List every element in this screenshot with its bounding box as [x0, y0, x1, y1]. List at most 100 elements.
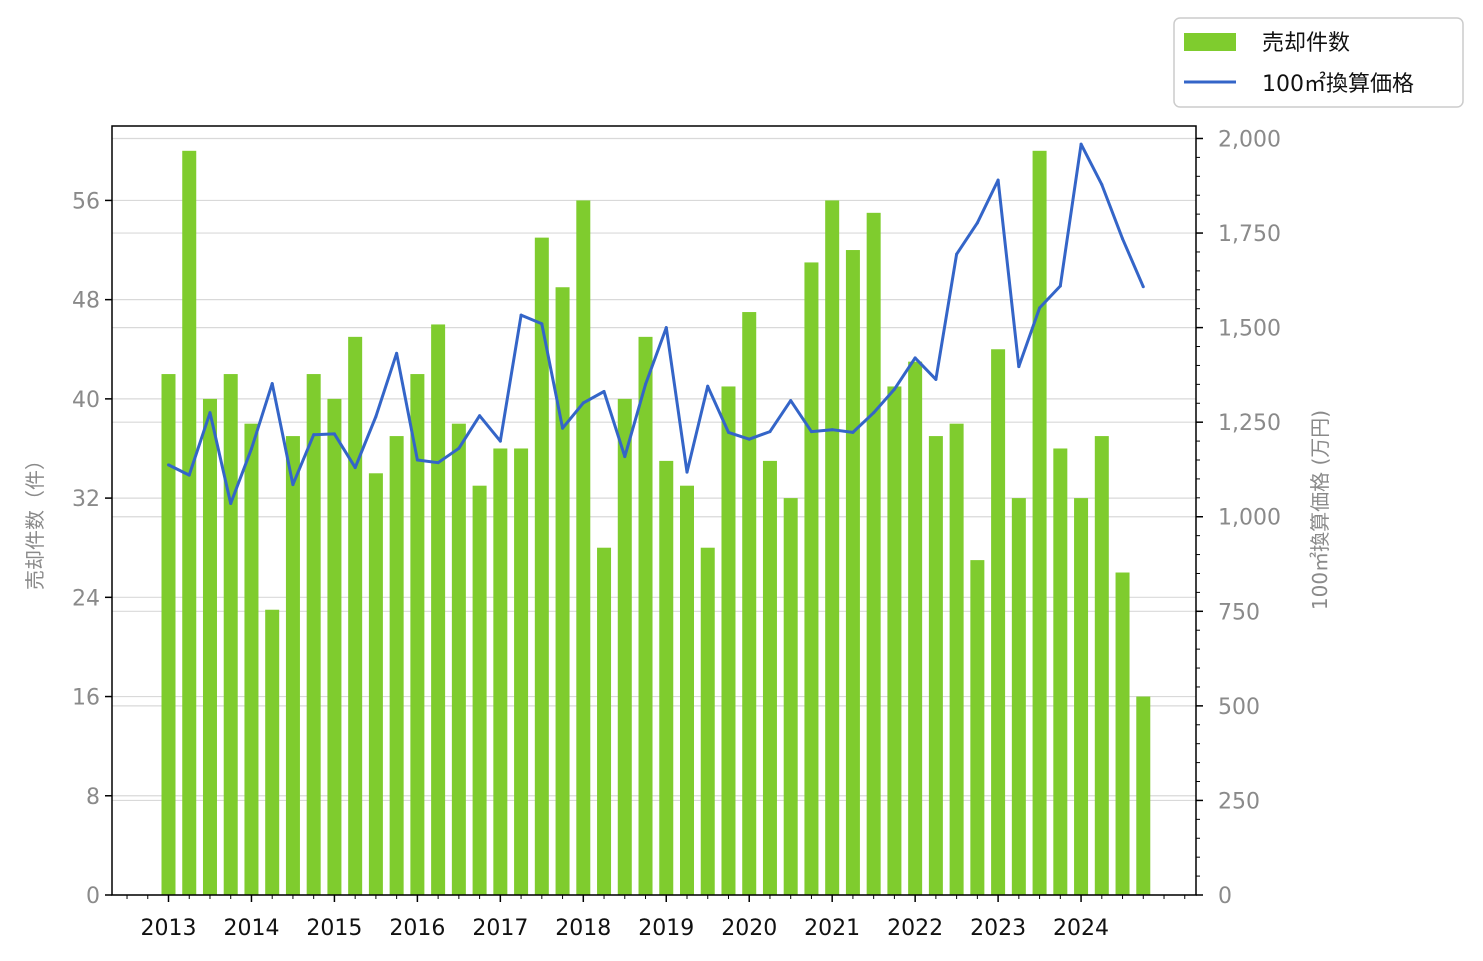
- line-point: [644, 382, 648, 386]
- bar: [597, 547, 612, 895]
- bar: [970, 560, 985, 895]
- line-point: [540, 322, 544, 326]
- bar: [431, 324, 446, 895]
- line-point: [581, 401, 585, 405]
- bar: [804, 262, 819, 895]
- bar: [680, 485, 694, 895]
- left-tick-label: 0: [86, 884, 100, 909]
- x-tick-label: 2017: [472, 916, 528, 941]
- bar: [451, 423, 466, 895]
- line-point: [187, 473, 191, 477]
- bar: [638, 336, 653, 895]
- right-tick-label: 1,000: [1218, 506, 1281, 531]
- x-tick-label: 2014: [223, 916, 279, 941]
- x-tick-label: 2020: [721, 916, 777, 941]
- line-point: [789, 399, 793, 403]
- bar: [348, 336, 363, 895]
- line-point: [270, 382, 274, 386]
- line-point: [1100, 183, 1104, 187]
- line-point: [332, 432, 336, 436]
- bar: [244, 423, 259, 895]
- bar: [700, 547, 715, 895]
- bar: [1115, 572, 1130, 895]
- line-point: [478, 414, 482, 418]
- line-point: [519, 313, 523, 317]
- bar: [410, 374, 425, 895]
- bar: [762, 460, 777, 895]
- right-axis-label: 100㎡換算価格 (万円): [1308, 410, 1332, 610]
- bar: [1032, 150, 1047, 895]
- line-point: [249, 447, 253, 451]
- legend-swatch-bar: [1184, 33, 1236, 51]
- line-point: [374, 415, 378, 419]
- bar: [202, 398, 217, 895]
- line-point: [436, 461, 440, 465]
- line-point: [996, 178, 1000, 182]
- line-point: [457, 446, 461, 450]
- line-point: [809, 430, 813, 434]
- bar: [1053, 448, 1068, 895]
- bar: [721, 386, 736, 895]
- line-point: [623, 455, 627, 459]
- line-point: [312, 433, 316, 437]
- right-tick-label: 500: [1218, 695, 1260, 720]
- left-tick-label: 24: [72, 586, 100, 611]
- line-point: [892, 387, 896, 391]
- line-point: [747, 437, 751, 441]
- bar: [327, 398, 342, 895]
- right-tick-label: 0: [1218, 884, 1232, 909]
- bar: [285, 436, 300, 895]
- x-tick-label: 2023: [970, 916, 1026, 941]
- price-line: [167, 142, 1145, 505]
- bar: [306, 374, 321, 895]
- line-point: [706, 384, 710, 388]
- line-point: [934, 377, 938, 381]
- right-tick-label: 750: [1218, 600, 1260, 625]
- line-point: [1079, 142, 1083, 146]
- right-tick-label: 1,250: [1218, 411, 1281, 436]
- x-tick-label: 2022: [887, 916, 943, 941]
- bar: [1094, 436, 1109, 895]
- x-tick-label: 2024: [1053, 916, 1109, 941]
- bar: [742, 312, 757, 895]
- bar: [845, 250, 860, 896]
- left-tick-label: 16: [72, 686, 100, 711]
- left-tick-label: 32: [72, 487, 100, 512]
- line-point: [167, 463, 170, 467]
- legend: 売却件数 100㎡換算価格: [1173, 17, 1464, 108]
- line-point: [726, 430, 730, 434]
- bar: [783, 498, 798, 895]
- bar: [908, 361, 923, 896]
- x-tick-label: 2016: [389, 916, 445, 941]
- right-tick-label: 1,750: [1218, 222, 1281, 247]
- line-point: [602, 390, 606, 394]
- bar: [493, 448, 508, 895]
- bar: [659, 460, 674, 895]
- bar: [991, 349, 1006, 895]
- left-tick-label: 40: [72, 388, 100, 413]
- x-tick-label: 2015: [306, 916, 362, 941]
- bar: [555, 287, 570, 895]
- line-point: [872, 411, 876, 415]
- left-tick-label: 56: [72, 189, 100, 214]
- bar: [1011, 498, 1026, 895]
- bar: [368, 473, 383, 895]
- bar: [866, 212, 881, 896]
- bar: [514, 448, 529, 895]
- x-tick-label: 2021: [804, 916, 860, 941]
- bar: [1136, 696, 1151, 895]
- line-point: [1017, 365, 1021, 369]
- bar: [161, 374, 176, 895]
- bar: [1074, 498, 1089, 895]
- bar: [223, 374, 238, 895]
- legend-box: [1173, 17, 1464, 108]
- bar: [389, 436, 404, 895]
- bar: [617, 398, 632, 895]
- axes: 0 8 16 24 32 40 48 56 0 250 500 750 1,000 1,250 1,500 1…: [72, 127, 1281, 941]
- x-tick-label: 2019: [638, 916, 694, 941]
- line-point: [975, 221, 979, 225]
- line-point: [1058, 284, 1062, 288]
- line-point: [913, 356, 917, 360]
- bar: [265, 609, 280, 895]
- left-tick-label: 48: [72, 289, 100, 314]
